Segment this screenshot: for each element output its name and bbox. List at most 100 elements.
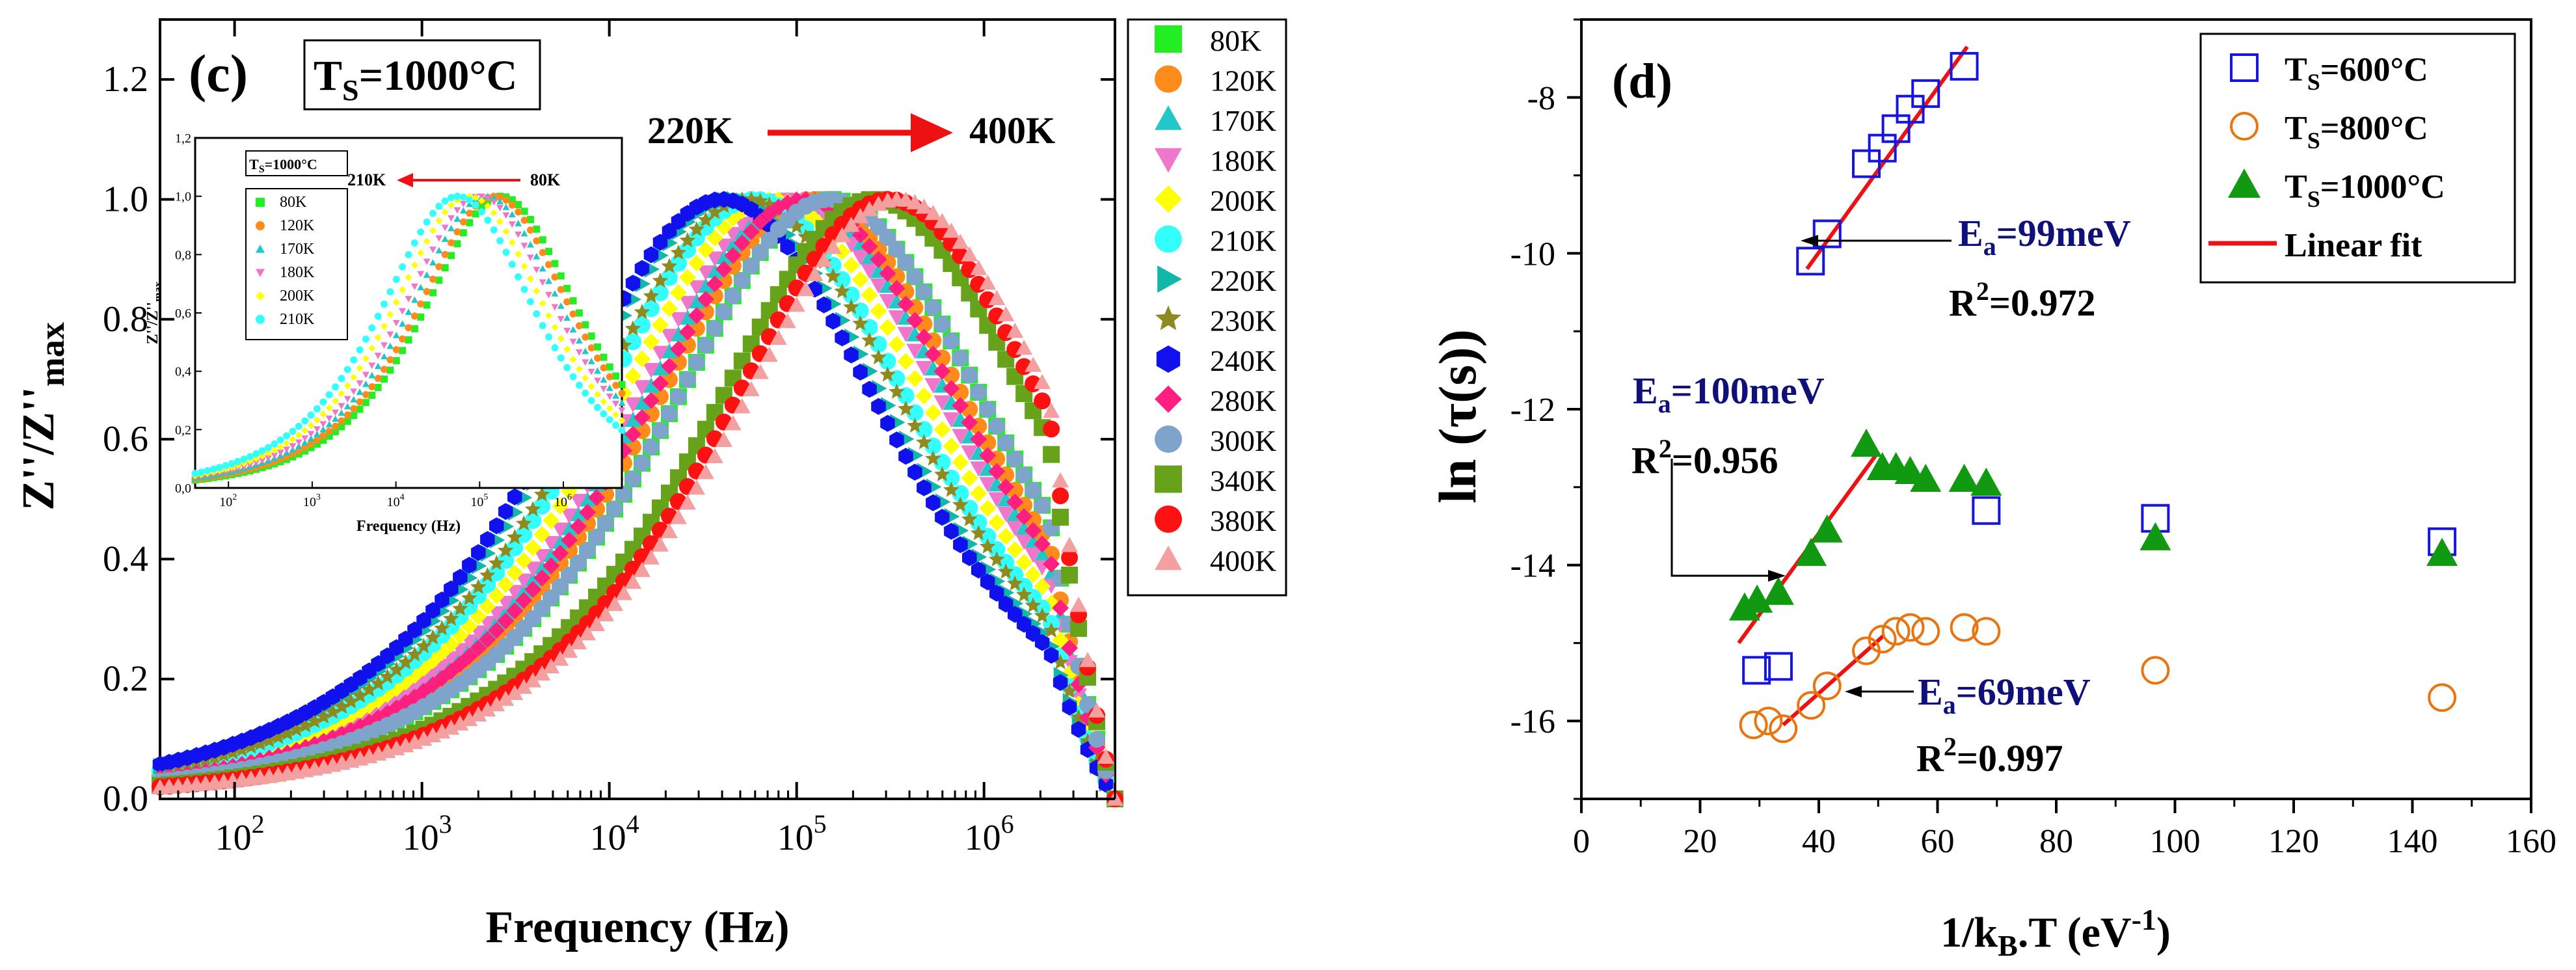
inset-marker-180K xyxy=(423,258,431,265)
inset-marker-210K xyxy=(325,391,333,399)
marker-400K xyxy=(824,239,842,254)
marker-180K xyxy=(879,293,896,310)
marker-280K xyxy=(543,557,560,574)
marker-300K xyxy=(897,254,915,271)
panel-d-series-3 xyxy=(1728,428,2458,621)
marker-300K xyxy=(742,257,760,275)
marker-280K xyxy=(952,397,969,414)
marker-300K xyxy=(688,353,705,371)
inset-marker-210K xyxy=(606,416,613,424)
panel-c-legend-marker-220K xyxy=(1157,265,1182,293)
marker-170K xyxy=(1034,546,1051,562)
inset-marker-80K xyxy=(307,444,315,451)
marker-300K xyxy=(706,319,723,337)
inset-marker-200K xyxy=(313,416,321,424)
inset-marker-200K xyxy=(264,450,272,457)
inset-marker-210K xyxy=(276,436,284,444)
marker-300K xyxy=(669,388,687,405)
inset-marker-80K xyxy=(466,219,474,226)
inset-marker-180K xyxy=(563,327,571,334)
inset-marker-210K xyxy=(417,228,425,236)
panel-d-chart: 0 20 40 60 80 100 120 140 160-8-10-12-14-16 (d) … xyxy=(1428,18,2556,962)
marker-230K xyxy=(952,496,969,512)
marker-240K xyxy=(634,260,650,277)
inset-marker-120K xyxy=(325,427,333,435)
marker-280K xyxy=(943,380,960,397)
marker-240K xyxy=(971,561,986,579)
inset-marker-120K xyxy=(582,333,589,341)
inset-marker-200K xyxy=(520,262,528,270)
inset-legend-label-210K: 210K xyxy=(280,311,315,328)
inset-marker-210K xyxy=(191,470,199,478)
marker-400K xyxy=(579,625,597,641)
marker-240K xyxy=(1043,647,1059,664)
panel-d-x-axis-title: 1/kB.T (eV-1) xyxy=(1940,903,2171,962)
marker-400K xyxy=(697,464,714,479)
marker-400K xyxy=(588,615,606,632)
marker-400K xyxy=(1088,702,1106,718)
marker-280K xyxy=(669,340,687,358)
inset-marker-170K xyxy=(563,314,571,321)
inset-marker-200K xyxy=(575,365,583,373)
marker-400K xyxy=(788,296,805,312)
marker-400K xyxy=(642,549,660,565)
inset-marker-180K xyxy=(313,426,321,433)
marker-200K xyxy=(842,256,860,274)
marker-280K xyxy=(588,489,606,506)
marker-200K xyxy=(488,587,505,604)
inset-sample-label: TS=1000°C xyxy=(249,156,317,175)
marker-230K xyxy=(852,315,868,331)
annotation-69mev-ea-letter: E xyxy=(1918,671,1943,713)
linear-fit-line-1 xyxy=(1805,46,1969,271)
marker-280K xyxy=(897,295,915,313)
annotation-100mev-ea-sub: a xyxy=(1658,389,1671,418)
inset-marker-80K xyxy=(508,196,516,204)
panel-d-legend-prefix: T xyxy=(2285,51,2307,88)
inset-marker-170K xyxy=(343,403,351,410)
marker-240K xyxy=(999,595,1013,613)
inset-marker-200K xyxy=(325,404,333,412)
marker-170K xyxy=(515,582,533,598)
data-point-800C xyxy=(1881,617,1911,646)
marker-300K xyxy=(1006,450,1024,468)
marker-400K xyxy=(633,561,651,577)
inset-marker-80K xyxy=(435,276,443,284)
panel-c-legend-marker-280K xyxy=(1155,385,1182,413)
inset-marker-80K xyxy=(587,332,595,340)
inset-marker-120K xyxy=(405,324,412,332)
inset-marker-180K xyxy=(264,455,272,462)
inset-marker-200K xyxy=(545,312,553,319)
marker-300K xyxy=(724,287,742,304)
inset-marker-80K xyxy=(441,264,449,272)
inset-marker-80K xyxy=(545,247,553,255)
marker-170K xyxy=(642,377,660,393)
marker-400K xyxy=(997,306,1015,321)
inset-marker-180K xyxy=(325,415,333,422)
inset-marker-200K xyxy=(612,411,620,419)
marker-240K xyxy=(625,275,641,292)
inset-marker-170K xyxy=(496,198,504,205)
panel-c-ytick-label: 0.8 xyxy=(103,299,148,340)
marker-240K xyxy=(944,522,959,540)
marker-210K xyxy=(624,333,642,351)
inset-marker-210K xyxy=(533,310,541,317)
marker-280K xyxy=(524,580,542,598)
inset-marker-120K xyxy=(502,196,510,204)
marker-170K xyxy=(651,360,669,376)
panel-c-legend-label-180K: 180K xyxy=(1210,144,1276,178)
marker-400K xyxy=(615,585,633,600)
panel-c-arrow-head xyxy=(911,113,953,152)
annotation-99mev-r2-letter: R xyxy=(1949,282,1977,324)
inset-marker-80K xyxy=(417,313,425,321)
inset-marker-120K xyxy=(526,226,534,234)
marker-280K xyxy=(479,630,496,648)
inset-marker-210K xyxy=(215,464,223,472)
inset-marker-210K xyxy=(429,209,436,217)
inset-marker-80K xyxy=(600,353,608,361)
inset-xtick-base: 10 xyxy=(387,495,400,509)
marker-230K xyxy=(288,721,305,737)
marker-400K xyxy=(688,479,705,495)
inset-marker-200K xyxy=(435,217,443,224)
marker-400K xyxy=(933,213,951,228)
